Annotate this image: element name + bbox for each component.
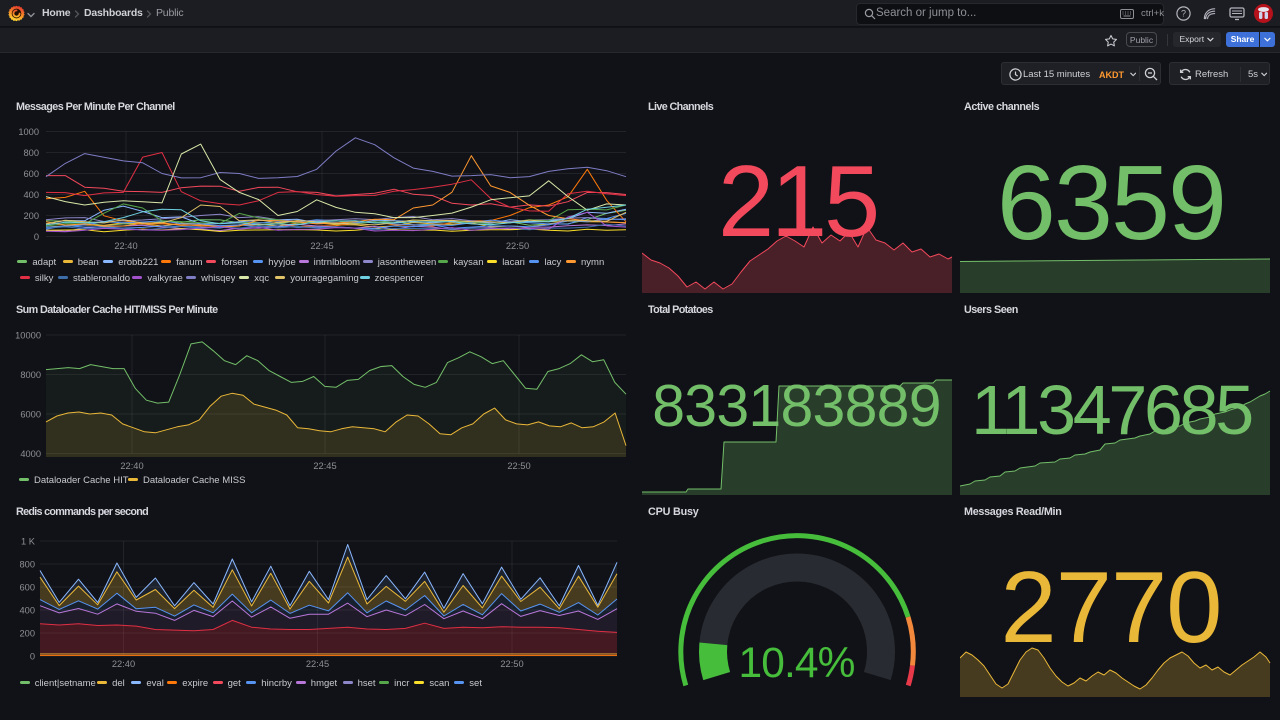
- svg-text:0: 0: [34, 232, 39, 242]
- svg-text:22:45: 22:45: [306, 659, 329, 669]
- svg-text:200: 200: [23, 211, 39, 221]
- svg-text:?: ?: [1181, 9, 1186, 19]
- svg-text:4000: 4000: [20, 449, 41, 459]
- svg-text:1000: 1000: [18, 127, 39, 137]
- svg-text:22:50: 22:50: [506, 241, 529, 251]
- svg-text:400: 400: [23, 190, 39, 200]
- svg-text:10000: 10000: [15, 331, 41, 341]
- svg-text:22:50: 22:50: [500, 659, 523, 669]
- svg-text:22:40: 22:40: [120, 461, 143, 471]
- svg-text:22:40: 22:40: [114, 241, 137, 251]
- svg-text:800: 800: [19, 560, 35, 570]
- svg-text:22:45: 22:45: [310, 241, 333, 251]
- svg-text:1 K: 1 K: [21, 537, 36, 547]
- svg-text:8000: 8000: [20, 370, 41, 380]
- svg-text:22:45: 22:45: [313, 461, 336, 471]
- svg-text:400: 400: [19, 606, 35, 616]
- svg-text:600: 600: [19, 583, 35, 593]
- svg-text:0: 0: [30, 652, 35, 662]
- svg-text:22:50: 22:50: [507, 461, 530, 471]
- svg-text:200: 200: [19, 629, 35, 639]
- svg-text:600: 600: [23, 169, 39, 179]
- svg-text:6000: 6000: [20, 410, 41, 420]
- svg-text:22:40: 22:40: [112, 659, 135, 669]
- svg-text:800: 800: [23, 148, 39, 158]
